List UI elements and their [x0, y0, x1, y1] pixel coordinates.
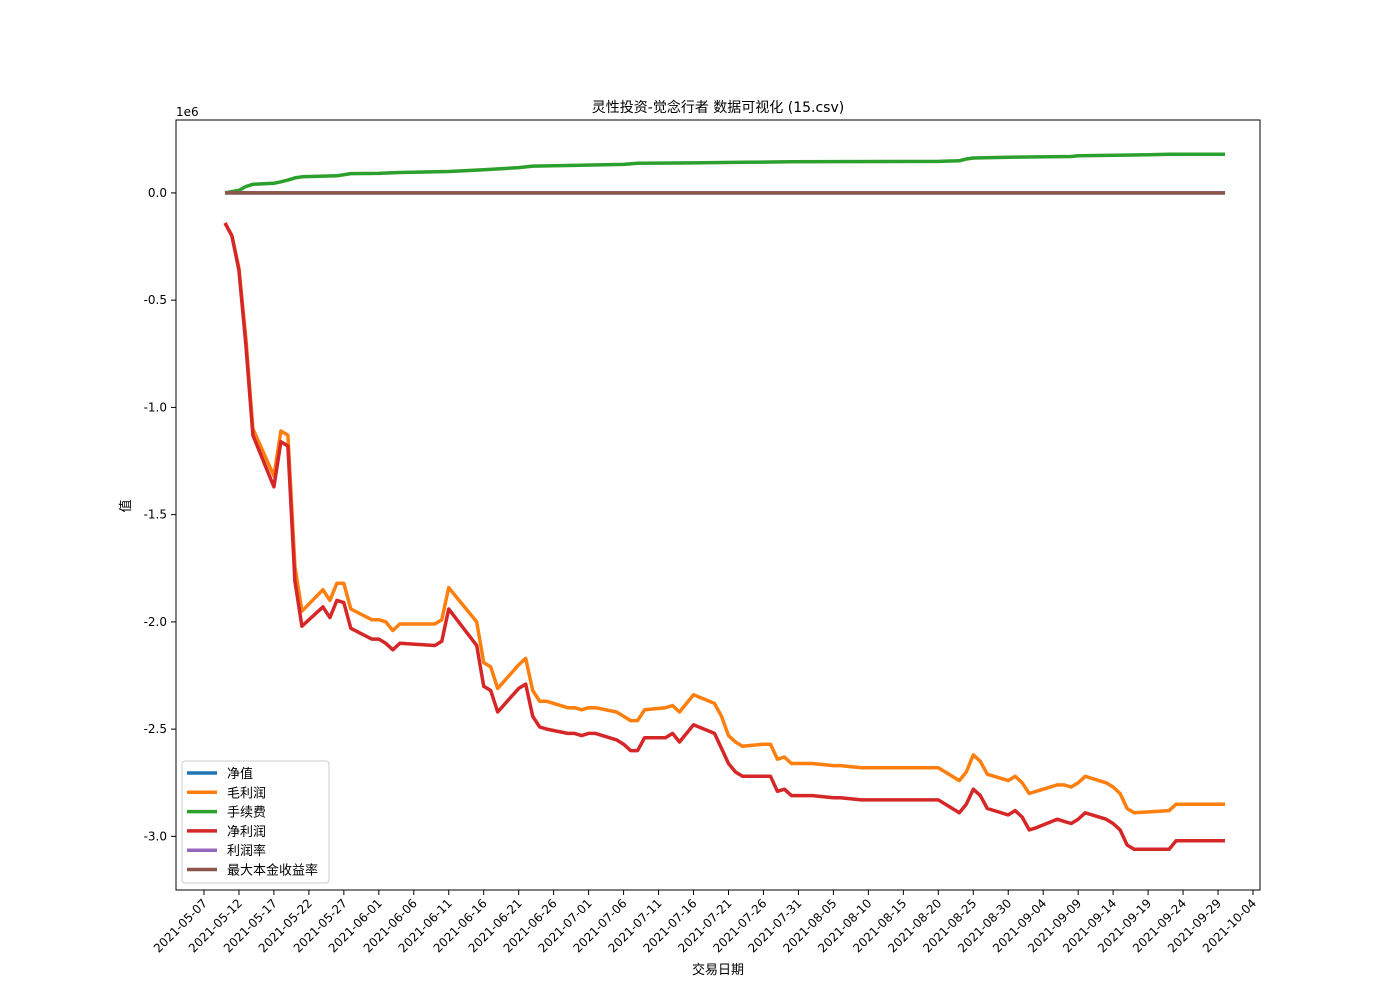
series-line-3 — [224, 152, 1225, 195]
legend-box — [181, 760, 330, 884]
y-tick-label: -2.0 — [144, 615, 167, 629]
plot-area-frame — [175, 119, 1261, 891]
y-tick-label: -3.0 — [144, 829, 167, 843]
legend-label: 毛利润 — [227, 786, 266, 801]
legend-label: 利润率 — [227, 843, 266, 859]
y-tick-label: 0.0 — [148, 186, 167, 200]
x-axis-ticks: 2021-05-072021-05-122021-05-172021-05-22… — [151, 890, 1259, 955]
series-line-4 — [223, 222, 1225, 851]
y-axis-ticks: 0.0 -0.5 -1.0 -1.5 -2.0 -2.5 -3.0 — [144, 186, 176, 843]
legend-label: 手续费 — [227, 806, 266, 821]
y-axis-label: 值 — [118, 499, 134, 512]
y-tick-label: -2.5 — [144, 722, 167, 736]
legend-label: 净值 — [227, 766, 253, 782]
y-tick-label: -1.5 — [144, 508, 167, 522]
legend-label: 净利润 — [227, 825, 266, 840]
y-tick-label: -1.0 — [144, 400, 167, 414]
x-axis-label: 交易日期 — [692, 962, 744, 978]
y-scale-label: 1e6 — [176, 105, 199, 119]
y-tick-label: -0.5 — [144, 293, 167, 307]
legend-label: 最大本金收益率 — [227, 863, 318, 879]
series-layer — [223, 152, 1225, 851]
series-line-2 — [223, 222, 1225, 815]
chart-title: 灵性投资-觉念行者 数据可视化 (15.csv) — [592, 99, 844, 116]
